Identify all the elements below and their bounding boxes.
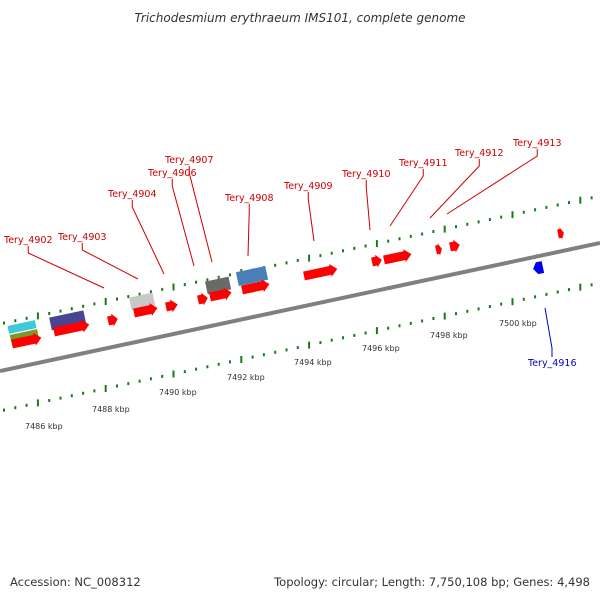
reverse-gene-arrow-tery-4916[interactable] <box>532 261 545 275</box>
leader-line <box>446 149 538 215</box>
cds-purple-feature[interactable] <box>49 310 87 331</box>
gene-labels: Tery_4902 Tery_4903 Tery_4904 Tery_4906 Tery… <box>3 138 577 369</box>
kbp-label: 7500 kbp <box>499 319 537 328</box>
gene-label-tery-4912[interactable]: Tery_4912 <box>454 148 504 159</box>
kbp-label: 7488 kbp <box>92 405 130 414</box>
forward-gene-arrow[interactable] <box>303 263 339 283</box>
gene-label-tery-4906[interactable]: Tery_4906 <box>147 168 197 179</box>
forward-gene-arrow[interactable] <box>371 254 383 269</box>
gene-label-tery-4911[interactable]: Tery_4911 <box>398 158 448 169</box>
gene-label-tery-4903[interactable]: Tery_4903 <box>57 232 107 243</box>
cds-features <box>7 266 269 342</box>
accession-text: Accession: NC_008312 <box>10 575 141 589</box>
kbp-label: 7498 kbp <box>430 331 468 340</box>
leader-line <box>81 243 139 280</box>
forward-gene-arrow[interactable] <box>53 318 91 338</box>
gene-label-tery-4908[interactable]: Tery_4908 <box>224 193 274 204</box>
forward-gene-arrow[interactable] <box>435 242 444 256</box>
kbp-label: 7494 kbp <box>294 358 332 367</box>
kbp-label: 7486 kbp <box>25 422 63 431</box>
forward-gene-arrow[interactable] <box>383 248 413 267</box>
genome-summary-text: Topology: circular; Length: 7,750,108 bp… <box>273 575 590 589</box>
leader-line <box>429 159 480 219</box>
leader-line <box>247 204 250 257</box>
genome-title: Trichodesmium erythraeum IMS101, complet… <box>134 11 465 25</box>
gene-arrows <box>11 226 566 350</box>
gene-label-tery-4916[interactable]: Tery_4916 <box>527 358 577 369</box>
leader-line <box>188 166 213 263</box>
leader-line <box>544 307 553 357</box>
genome-backbone <box>0 241 600 373</box>
gene-label-tery-4909[interactable]: Tery_4909 <box>283 181 333 192</box>
forward-gene-arrow[interactable] <box>241 278 271 297</box>
kbp-label: 7496 kbp <box>362 344 400 353</box>
leader-line <box>171 179 195 267</box>
forward-gene-arrow[interactable] <box>557 226 566 240</box>
leader-line <box>365 180 371 231</box>
leader-line <box>389 169 424 227</box>
gene-label-tery-4910[interactable]: Tery_4910 <box>341 169 391 180</box>
forward-gene-arrow[interactable] <box>209 286 233 303</box>
leader-line <box>131 200 165 275</box>
tick-marks <box>3 196 593 412</box>
cds-cyan-feature[interactable] <box>7 320 37 334</box>
forward-gene-arrow[interactable] <box>165 298 179 313</box>
cds-steelblue-feature[interactable] <box>235 266 269 286</box>
kbp-label: 7490 kbp <box>159 388 197 397</box>
kbp-labels: 7486 kbp 7488 kbp 7490 kbp 7492 kbp 7494 kbp… <box>25 319 537 431</box>
forward-gene-arrow[interactable] <box>133 302 159 320</box>
forward-gene-arrow[interactable] <box>11 331 43 350</box>
forward-gene-arrow[interactable] <box>449 239 461 254</box>
leader-line <box>307 192 315 242</box>
forward-gene-arrow[interactable] <box>197 292 209 307</box>
forward-gene-arrow[interactable] <box>107 313 119 328</box>
gene-label-tery-4907[interactable]: Tery_4907 <box>164 155 214 166</box>
kbp-label: 7492 kbp <box>227 373 265 382</box>
leader-line <box>27 246 105 289</box>
gene-label-tery-4904[interactable]: Tery_4904 <box>107 189 157 200</box>
gene-label-tery-4913[interactable]: Tery_4913 <box>512 138 562 149</box>
gene-label-tery-4902[interactable]: Tery_4902 <box>3 235 53 246</box>
